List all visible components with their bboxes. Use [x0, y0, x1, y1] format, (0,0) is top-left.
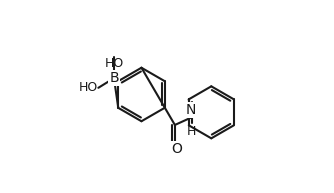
- Text: H: H: [187, 125, 196, 138]
- Text: N: N: [186, 103, 196, 117]
- Text: HO: HO: [79, 81, 98, 94]
- Text: HO: HO: [104, 57, 124, 70]
- Text: B: B: [109, 71, 119, 85]
- Text: O: O: [171, 142, 182, 156]
